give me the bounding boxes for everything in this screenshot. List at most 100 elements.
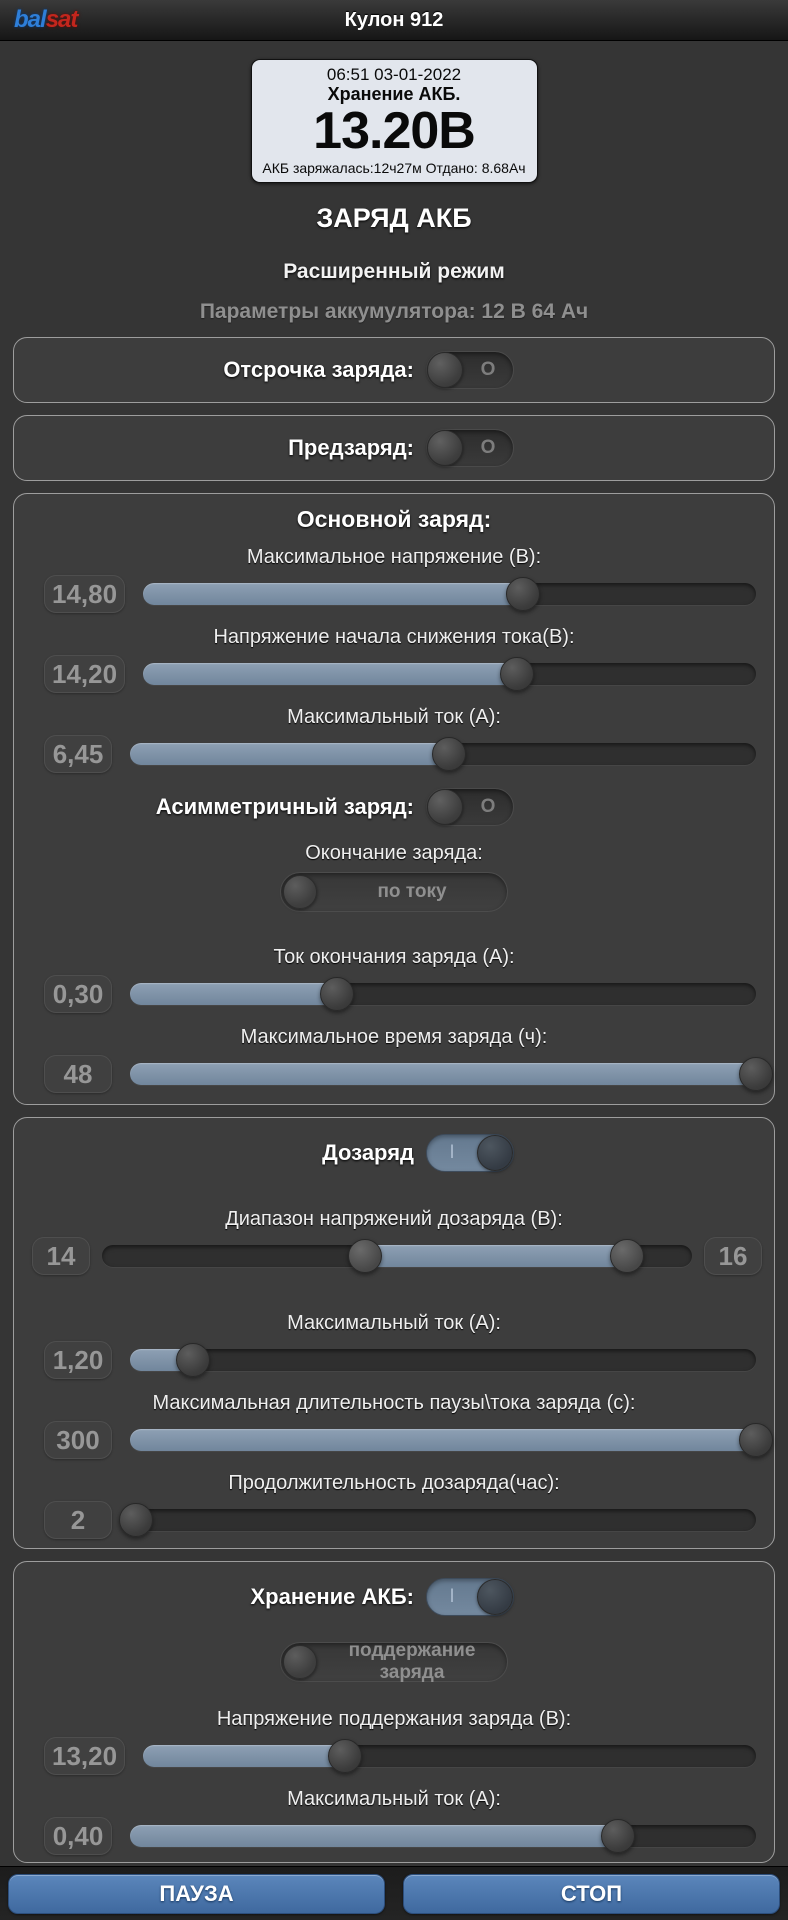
end-current-slider[interactable] <box>130 977 756 1011</box>
range-high-value: 16 <box>704 1237 762 1275</box>
toggle-knob[interactable] <box>427 352 463 388</box>
taper-voltage-slider[interactable] <box>143 657 756 691</box>
toggle-state-label: I <box>449 1586 455 1607</box>
end-mode-label: Окончание заряда: <box>305 842 483 864</box>
slider-knob[interactable] <box>601 1819 636 1853</box>
recharge-max-current-slider[interactable] <box>130 1343 756 1377</box>
storage-toggle[interactable]: I <box>426 1578 514 1616</box>
float-voltage-slider[interactable] <box>143 1739 756 1773</box>
panel-main-charge: Основной заряд: Максимальное напряжение … <box>13 493 775 1105</box>
recharge-duration-slider[interactable] <box>119 1503 756 1537</box>
pause-duration-slider[interactable] <box>130 1423 773 1457</box>
charge-delay-toggle[interactable]: О <box>426 351 514 389</box>
storage-mode-value: поддержание заряда <box>348 1640 476 1683</box>
slider-knob[interactable] <box>499 657 534 691</box>
precharge-label: Предзаряд: <box>288 435 414 460</box>
footer-bar: ПАУЗА СТОП <box>0 1866 788 1920</box>
max-voltage-slider-row: 14,80 <box>14 575 774 613</box>
panel-charge-delay: Отсрочка заряда: О <box>13 337 775 403</box>
slider-knob[interactable] <box>739 1057 773 1091</box>
range-low-value: 14 <box>32 1237 90 1275</box>
storage-mode-selector[interactable]: поддержание заряда <box>280 1640 508 1683</box>
device-lcd-display: 06:51 03-01-2022 Хранение АКБ. 13.20В АК… <box>250 59 538 183</box>
recharge-max-current-label: Максимальный ток (А): <box>287 1312 501 1334</box>
float-voltage-slider-row: 13,20 <box>14 1737 774 1775</box>
slider-knob[interactable] <box>328 1739 363 1773</box>
toggle-knob[interactable] <box>477 1135 513 1171</box>
main-max-current-slider-row: 6,45 <box>14 735 774 773</box>
end-mode-selector[interactable]: по току <box>280 872 508 912</box>
taper-voltage-slider-row: 14,20 <box>14 655 774 693</box>
storage-title: Хранение АКБ: <box>250 1584 415 1609</box>
storage-mode-row: поддержание заряда <box>14 1634 774 1683</box>
slider-fill <box>130 1825 619 1847</box>
toggle-state-label: О <box>480 359 496 380</box>
slider-fill <box>143 663 517 685</box>
recharge-range-slider[interactable] <box>102 1239 692 1273</box>
toggle-knob[interactable] <box>427 789 463 825</box>
slider-knob[interactable] <box>319 977 354 1011</box>
mode-heading: Расширенный режим <box>283 260 505 283</box>
storage-max-current-slider-row: 0,40 <box>14 1817 774 1855</box>
toggle-knob[interactable] <box>427 430 463 466</box>
section-title: ЗАРЯД АКБ <box>316 203 472 233</box>
max-time-slider[interactable] <box>130 1057 773 1091</box>
recharge-header-row: Дозаряд I <box>14 1132 774 1174</box>
range-high-knob[interactable] <box>610 1239 645 1273</box>
charge-delay-label: Отсрочка заряда: <box>223 357 414 382</box>
recharge-range-label: Диапазон напряжений дозаряда (В): <box>225 1208 563 1230</box>
selector-knob[interactable] <box>283 875 317 909</box>
lcd-mode: Хранение АКБ. <box>327 84 461 104</box>
main-max-current-slider[interactable] <box>130 737 756 771</box>
slider-fill <box>130 1063 756 1085</box>
lcd-voltage: 13.20В <box>313 102 476 160</box>
slider-fill <box>143 583 524 605</box>
slider-knob[interactable] <box>119 1503 154 1537</box>
toggle-state-label: О <box>480 796 496 817</box>
max-voltage-slider[interactable] <box>143 577 756 611</box>
toggle-knob[interactable] <box>477 1579 513 1615</box>
panel-storage: Хранение АКБ: I поддержание заряда Напря… <box>13 1561 775 1863</box>
recharge-range-slider-row: 14 16 <box>14 1237 774 1275</box>
recharge-toggle[interactable]: I <box>426 1134 514 1172</box>
range-low-knob[interactable] <box>347 1239 382 1273</box>
logo-bal: bal <box>14 6 47 33</box>
stop-button[interactable]: СТОП <box>403 1873 780 1914</box>
main-max-current-value: 6,45 <box>44 735 112 773</box>
slider-knob[interactable] <box>432 737 467 771</box>
recharge-duration-slider-row: 2 <box>14 1501 774 1539</box>
precharge-toggle[interactable]: О <box>426 429 514 467</box>
recharge-duration-label: Продолжительность дозаряда(час): <box>228 1472 560 1494</box>
precharge-row: Предзаряд: О <box>14 427 774 469</box>
pause-duration-slider-row: 300 <box>14 1421 774 1459</box>
storage-max-current-slider[interactable] <box>130 1819 756 1853</box>
slider-knob[interactable] <box>175 1343 210 1377</box>
recharge-max-current-value: 1,20 <box>44 1341 112 1379</box>
toggle-state-label: I <box>449 1142 455 1163</box>
max-voltage-value: 14,80 <box>44 575 126 613</box>
slider-knob[interactable] <box>506 577 541 611</box>
end-mode-value: по току <box>377 881 447 902</box>
asymmetric-row: Асимметричный заряд: О <box>14 786 774 828</box>
panel-recharge: Дозаряд I Диапазон напряжений дозаряда (… <box>13 1117 775 1549</box>
page-title: Кулон 912 <box>344 8 444 31</box>
end-current-slider-row: 0,30 <box>14 975 774 1013</box>
pause-duration-label: Максимальная длительность паузы\тока зар… <box>152 1392 636 1414</box>
max-time-label: Максимальное время заряда (ч): <box>240 1026 548 1048</box>
slider-knob[interactable] <box>739 1423 773 1457</box>
recharge-duration-value: 2 <box>44 1501 112 1539</box>
recharge-title: Дозаряд <box>322 1140 414 1165</box>
toggle-state-label: О <box>480 437 496 458</box>
storage-max-current-value: 0,40 <box>44 1817 112 1855</box>
slider-fill <box>130 743 450 765</box>
lcd-datetime: 06:51 03-01-2022 <box>326 65 462 84</box>
asymmetric-toggle[interactable]: О <box>426 788 514 826</box>
asymmetric-label: Асимметричный заряд: <box>155 794 414 819</box>
logo-sat: sat <box>45 6 79 33</box>
main-max-current-label: Максимальный ток (А): <box>287 706 501 728</box>
pause-button[interactable]: ПАУЗА <box>8 1873 385 1914</box>
taper-voltage-value: 14,20 <box>44 655 126 693</box>
storage-max-current-label: Максимальный ток (А): <box>287 1788 501 1810</box>
selector-knob[interactable] <box>283 1645 317 1679</box>
recharge-max-current-slider-row: 1,20 <box>14 1341 774 1379</box>
